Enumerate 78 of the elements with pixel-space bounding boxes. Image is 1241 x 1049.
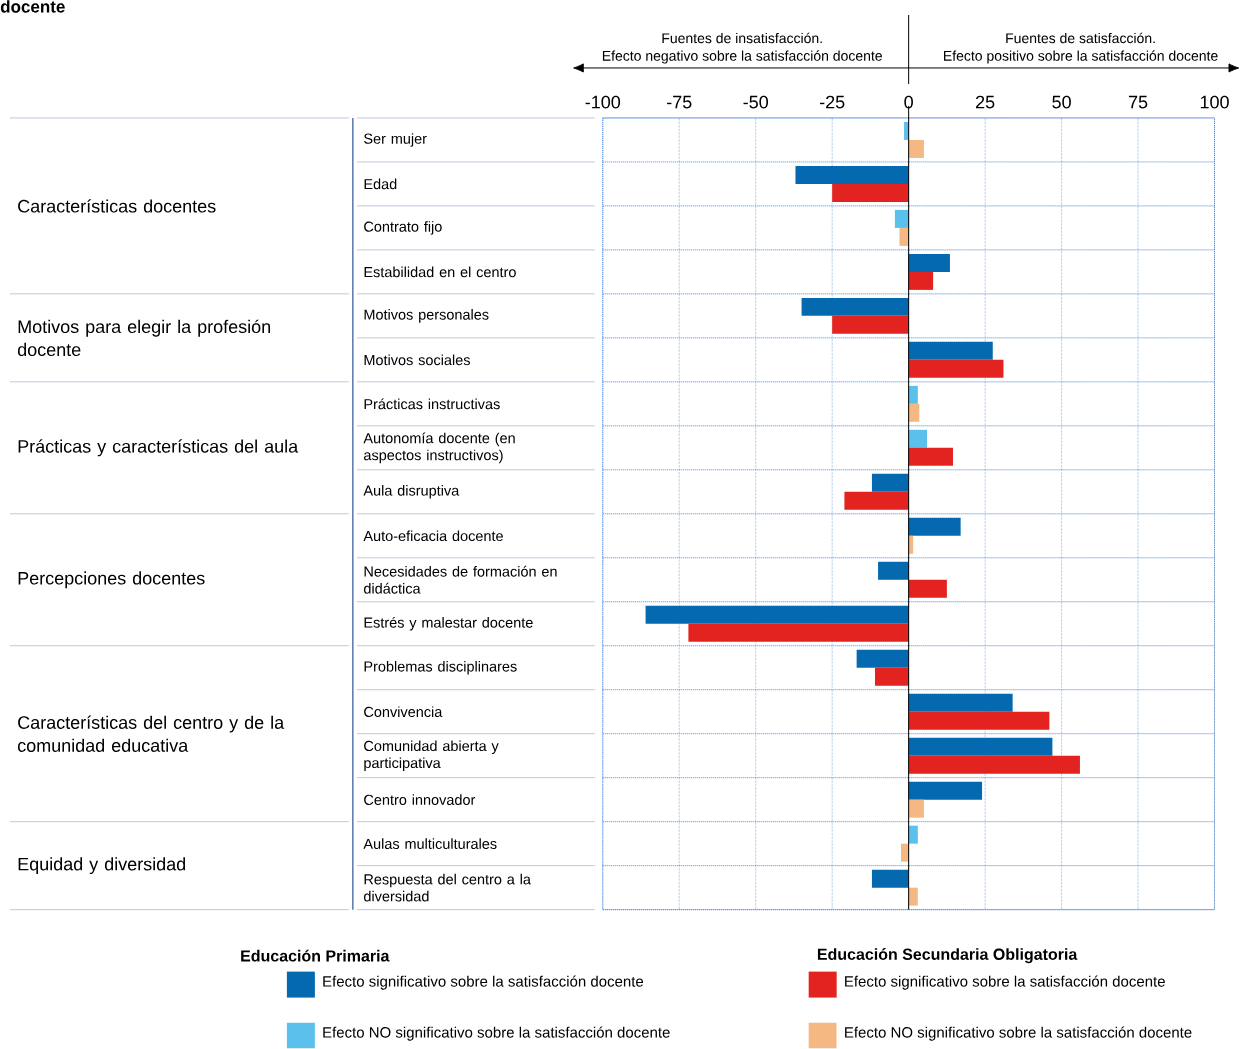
bar	[908, 254, 950, 273]
bar	[908, 448, 953, 467]
x-tick-label: 25	[976, 95, 995, 109]
y-tick-label: Problemas disciplinares	[364, 661, 517, 675]
text: Características del centro y de la comunidad educativa	[17, 715, 285, 753]
legend-label: Efecto significativo sobre la satisfacción docente	[845, 975, 1165, 990]
bar	[908, 404, 920, 423]
bar	[908, 360, 1004, 379]
text: docente	[0, 0, 65, 13]
bar	[908, 272, 934, 291]
y-tick-label: Estabilidad en el centro	[364, 266, 516, 278]
bar	[875, 667, 909, 686]
bar	[901, 843, 909, 862]
text: Educación Primaria	[241, 949, 390, 962]
legend-label: Efecto significativo sobre la satisfacción docente	[323, 975, 644, 990]
text: Motivos para elegir la profesión docente	[17, 319, 270, 357]
y-tick-label: Centro innovador	[364, 794, 476, 806]
y-tick-label: Ser mujer	[364, 133, 427, 147]
y-tick-label: Aula disruptiva	[363, 485, 460, 499]
bar	[832, 184, 909, 203]
text: Efecto positivo sobre la satisfacción docente	[944, 50, 1218, 64]
text: Percepciones docentes	[18, 571, 205, 589]
x-tick-label: -25	[819, 95, 845, 109]
text: Características docentes	[18, 199, 216, 213]
bar	[844, 492, 909, 510]
text: Prácticas y características del aula	[18, 439, 299, 457]
bar	[908, 140, 924, 159]
bar	[899, 228, 909, 247]
x-tick-label: -75	[667, 96, 692, 109]
source-note: Fuentes de insatisfacción.	[662, 32, 822, 44]
bar	[645, 605, 909, 624]
bar	[908, 887, 918, 906]
bar	[908, 799, 924, 818]
y-tick-label: Autonomía docente (en aspectos instructivos)	[363, 432, 515, 464]
text: Equidad y diversidad	[18, 857, 186, 875]
bar	[878, 561, 909, 580]
bar	[908, 825, 918, 844]
x-tick-label: 75	[1128, 96, 1148, 109]
bar	[908, 579, 947, 598]
x-tick-label: -100	[585, 95, 621, 109]
y-tick-label: Respuesta del centro a la diversidad	[364, 874, 531, 902]
bar	[908, 755, 1080, 774]
y-tick-label: Convivencia	[364, 706, 443, 718]
bar	[908, 781, 983, 800]
text: Educación Secundaria Obligatoria	[817, 948, 1078, 964]
bar	[856, 649, 909, 668]
y-tick-label: Contrato fijo	[364, 221, 442, 235]
bar	[908, 342, 993, 361]
bar	[908, 430, 927, 449]
bar	[832, 316, 909, 335]
bar	[908, 518, 961, 536]
text: Efecto negativo sobre la satisfacción docente	[602, 50, 882, 64]
x-tick-label: 100	[1200, 95, 1229, 109]
bar	[908, 737, 1053, 756]
bar	[688, 623, 909, 642]
x-tick-label: 0	[904, 95, 913, 109]
bar	[795, 166, 909, 185]
bar	[908, 386, 918, 405]
bar	[894, 210, 909, 229]
x-tick-label: 50	[1052, 95, 1071, 109]
bar	[871, 474, 909, 493]
bar	[801, 298, 909, 317]
bar	[871, 869, 909, 888]
y-tick-label: Edad	[364, 178, 397, 190]
y-tick-label: Motivos personales	[364, 309, 489, 323]
y-tick-label: Auto-eficacia docente	[363, 530, 503, 542]
bar	[908, 693, 1013, 712]
source-note: Fuentes de satisfacción.	[1006, 32, 1155, 44]
x-tick-label: -50	[743, 95, 769, 109]
y-tick-label: Comunidad abierta y participativa	[364, 740, 499, 772]
y-tick-label: Motivos sociales	[364, 354, 470, 366]
bar	[908, 711, 1050, 730]
y-tick-label: Necesidades de formación en didáctica	[364, 566, 557, 594]
legend-label: Efecto NO significativo sobre la satisfacción docente	[845, 1026, 1192, 1041]
y-tick-label: Estrés y malestar docente	[364, 617, 533, 631]
legend-label: Efecto NO significativo sobre la satisfacción docente	[323, 1026, 670, 1041]
y-tick-label: Prácticas instructivas	[364, 398, 500, 410]
y-tick-label: Aulas multiculturales	[363, 838, 497, 850]
